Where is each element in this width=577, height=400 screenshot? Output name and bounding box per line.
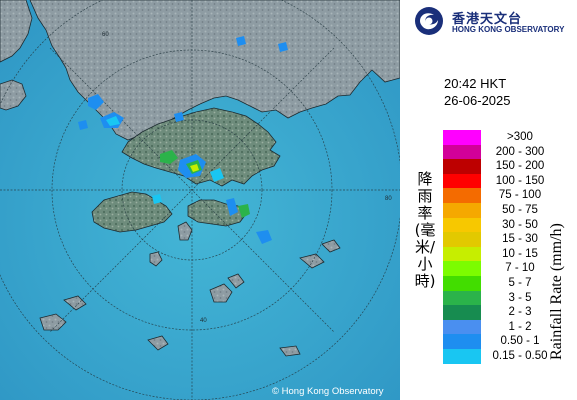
- cheung-chau: [149, 251, 163, 267]
- legend-label: 10 - 15: [502, 247, 538, 260]
- legend-item: 0.15 - 0.50: [443, 349, 573, 364]
- date-label: 26-06-2025: [444, 93, 511, 108]
- lantau-island: [91, 191, 173, 233]
- legend-label: 75 - 100: [498, 189, 542, 202]
- legend-item: 7 - 10: [443, 261, 573, 276]
- legend-swatch: [443, 203, 481, 218]
- legend-item: 10 - 15: [443, 246, 573, 262]
- southern-island-2: [227, 273, 245, 289]
- east-island: [321, 239, 341, 253]
- legend-title-cn: 降雨率(毫米/小時): [414, 170, 436, 290]
- legend-item: 3 - 5: [443, 290, 573, 306]
- legend-swatch: [443, 290, 481, 306]
- legend-item: 50 - 75: [443, 203, 573, 218]
- range-label-40: 40: [200, 318, 207, 324]
- legend-item: 200 - 300: [443, 144, 573, 160]
- legend-label: 50 - 75: [502, 204, 538, 216]
- legend-swatch: [443, 319, 481, 335]
- legend-swatch: [443, 334, 481, 349]
- legend-panel: 香港天文台 HONG KONG OBSERVATORY 20:42 HKT 26…: [400, 0, 577, 400]
- legend-swatch: [443, 130, 481, 145]
- legend-swatch: [443, 246, 481, 262]
- south-east-island: [279, 345, 301, 357]
- mainland-land: [29, 0, 400, 141]
- copyright: © Hong Kong Observatory: [272, 386, 384, 397]
- legend-swatch: [443, 144, 481, 160]
- new-territories-land: [121, 107, 281, 187]
- range-label-80: 80: [385, 196, 392, 202]
- legend-swatch: [443, 232, 481, 247]
- legend-item: 75 - 100: [443, 188, 573, 203]
- legend-label: 15 - 30: [502, 233, 538, 246]
- range-label-60: 60: [102, 32, 109, 38]
- legend-item: 5 - 7: [443, 276, 573, 291]
- legend-label: 200 - 300: [495, 145, 545, 158]
- time-label: 20:42 HKT: [444, 76, 507, 91]
- legend-item: 30 - 50: [443, 217, 573, 233]
- legend-label: 5 - 7: [508, 277, 532, 289]
- legend-label: 0.15 - 0.50: [492, 350, 548, 362]
- org-name-en: HONG KONG OBSERVATORY: [452, 25, 565, 34]
- legend-label: 2 - 3: [508, 306, 532, 319]
- legend-label: 0.50 - 1: [500, 335, 540, 348]
- legend-item: >300: [443, 130, 573, 145]
- legend-item: 15 - 30: [443, 232, 573, 247]
- legend-label: 30 - 50: [502, 218, 538, 231]
- legend-item: 100 - 150: [443, 173, 573, 189]
- south-island-4: [299, 253, 325, 269]
- south-island-3: [147, 335, 169, 351]
- legend-swatch: [443, 276, 481, 291]
- legend-label: 1 - 2: [508, 320, 532, 333]
- legend-swatch: [443, 217, 481, 233]
- legend-swatch: [443, 305, 481, 320]
- hko-logo: 香港天文台 HONG KONG OBSERVATORY: [414, 6, 574, 36]
- legend-label: 3 - 5: [508, 291, 532, 304]
- southwest-island-1: [39, 313, 67, 331]
- legend-item: 1 - 2: [443, 319, 573, 335]
- northwest-land: [0, 0, 33, 63]
- legend-swatch: [443, 173, 481, 189]
- west-peninsula: [0, 79, 27, 111]
- hko-swirl-logo-icon: [415, 7, 443, 35]
- southern-island-1: [209, 283, 233, 303]
- legend-label: 150 - 200: [495, 160, 545, 173]
- rain-echoes: [78, 36, 288, 244]
- org-name-cn: 香港天文台: [452, 12, 523, 27]
- legend-swatch: [443, 261, 481, 276]
- legend-label: >300: [507, 131, 533, 143]
- legend-item: 0.50 - 1: [443, 334, 573, 349]
- legend-item: 150 - 200: [443, 159, 573, 174]
- legend-label: 100 - 150: [495, 174, 545, 187]
- legend-label: 7 - 10: [505, 262, 535, 275]
- legend-swatch: [443, 159, 481, 174]
- lamma-island: [177, 221, 193, 241]
- legend-swatch: [443, 188, 481, 203]
- legend-swatch: [443, 349, 481, 364]
- radar-map: 40 60 80 © Hong Kong Observatory: [0, 0, 400, 400]
- southwest-island-2: [63, 295, 87, 311]
- legend-item: 2 - 3: [443, 305, 573, 320]
